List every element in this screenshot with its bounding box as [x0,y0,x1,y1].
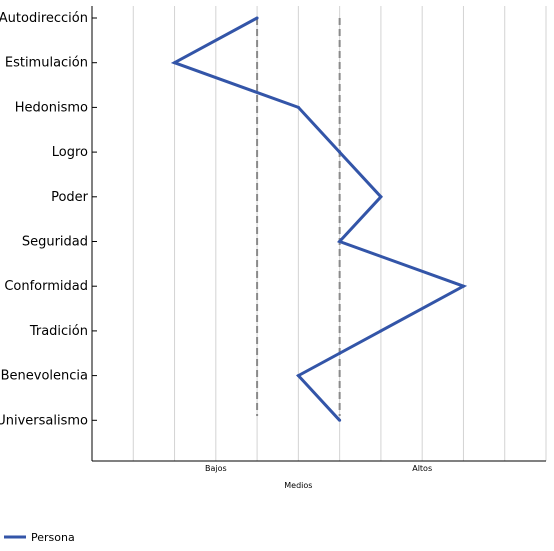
data-point [338,150,342,154]
category-labels: Autodirección Estimulación Hedonismo Logro P… [0,11,89,428]
data-point [296,105,300,109]
category-label: Seguridad [22,235,88,250]
category-label: Benevolencia [1,369,88,384]
x-band-label: Bajos [205,464,227,473]
series [170,16,468,422]
axes [91,6,546,462]
category-label: Estimulación [5,56,88,71]
grid [92,6,547,461]
category-label: Universalismo [0,413,88,428]
legend-label-persona: Persona [31,531,75,544]
category-label: Poder [51,190,89,205]
x-band-labels: Bajos Medios Altos [205,464,432,490]
data-point [173,61,177,65]
category-label: Logro [52,145,88,160]
data-point [379,329,383,333]
reference-lines [256,18,341,416]
category-label: Hedonismo [15,100,88,115]
data-point [338,418,342,422]
data-point [379,195,383,199]
data-point [296,374,300,378]
category-label: Tradición [29,324,88,339]
x-band-label: Medios [284,481,312,490]
series-line-persona [170,16,468,422]
data-point [255,16,259,20]
data-point [461,284,465,288]
x-band-label: Altos [412,464,432,473]
data-point [338,240,342,243]
legend: Persona [4,531,75,544]
category-label: Conformidad [4,279,88,294]
category-label: Autodirección [0,11,88,26]
